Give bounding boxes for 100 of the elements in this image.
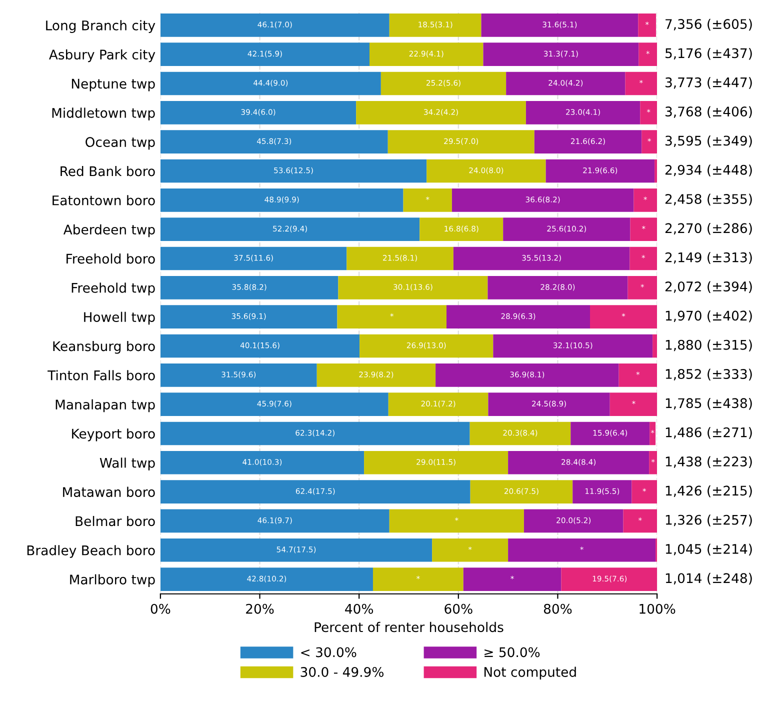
total-label: 1,486 (±271) bbox=[666, 427, 752, 439]
x-tick-label: 40% bbox=[345, 604, 374, 614]
total-label: 1,045 (±214) bbox=[666, 544, 752, 556]
y-tick-label: Ocean twp bbox=[86, 137, 155, 150]
bar bbox=[638, 42, 658, 66]
bar bbox=[446, 305, 590, 328]
bar bbox=[420, 218, 504, 241]
total-label: 1,438 (±223) bbox=[666, 456, 752, 468]
bar bbox=[638, 14, 656, 37]
bar bbox=[160, 14, 390, 37]
x-tick-label: 20% bbox=[246, 604, 274, 614]
bar bbox=[463, 568, 562, 591]
bar bbox=[160, 218, 420, 241]
bar bbox=[360, 334, 494, 358]
legend-label: ≥ 50.0% bbox=[484, 647, 540, 658]
bar bbox=[160, 72, 381, 96]
bar bbox=[338, 276, 488, 300]
total-label: 3,595 (±349) bbox=[665, 135, 752, 148]
bar bbox=[488, 392, 610, 416]
bar bbox=[160, 450, 364, 474]
bar bbox=[160, 480, 470, 504]
x-axis-title: Percent of renter households bbox=[314, 622, 504, 632]
y-tick-label: Matawan boro bbox=[63, 486, 155, 498]
bar bbox=[628, 276, 658, 300]
bar bbox=[160, 422, 470, 446]
total-label: 1,326 (±257) bbox=[666, 514, 752, 526]
bar bbox=[436, 363, 619, 387]
x-tick-label: 60% bbox=[444, 604, 472, 614]
bar bbox=[623, 509, 658, 533]
total-label: 3,773 (±447) bbox=[665, 77, 752, 89]
bar bbox=[432, 538, 508, 562]
total-label: 1,970 (±402) bbox=[666, 310, 752, 322]
bar bbox=[654, 159, 658, 183]
bar bbox=[488, 276, 628, 300]
bar bbox=[160, 101, 356, 124]
total-label: 1,426 (±215) bbox=[666, 485, 752, 498]
y-tick-label: Freehold twp bbox=[72, 282, 155, 296]
bar bbox=[160, 42, 370, 66]
total-label: 1,880 (±315) bbox=[666, 340, 752, 352]
bar bbox=[590, 305, 658, 328]
bar bbox=[453, 246, 630, 270]
bar bbox=[470, 480, 573, 504]
bar bbox=[372, 568, 464, 591]
y-tick-label: Marlboro twp bbox=[70, 574, 155, 588]
total-label: 2,072 (±394) bbox=[665, 281, 752, 294]
y-tick-label: Belmar boro bbox=[76, 516, 155, 526]
total-label: 1,014 (±248) bbox=[666, 572, 752, 585]
bar bbox=[160, 246, 347, 270]
bar bbox=[534, 130, 642, 154]
bar bbox=[634, 188, 658, 212]
legend-label: Not computed bbox=[484, 666, 576, 680]
bar bbox=[388, 130, 534, 154]
bar bbox=[649, 450, 658, 474]
bar bbox=[389, 509, 524, 533]
bar bbox=[503, 218, 630, 241]
y-tick-label: Aberdeen twp bbox=[63, 224, 155, 238]
y-tick-label: Howell twp bbox=[84, 312, 155, 325]
total-label: 2,934 (±448) bbox=[665, 164, 752, 176]
bar bbox=[572, 480, 632, 504]
bar bbox=[470, 422, 571, 446]
bar bbox=[160, 188, 404, 212]
bar bbox=[160, 509, 390, 533]
bar bbox=[160, 363, 317, 387]
bar bbox=[364, 450, 508, 474]
bar bbox=[160, 305, 338, 328]
bar bbox=[526, 101, 640, 124]
y-tick-label: Eatontown boro bbox=[52, 195, 155, 206]
bar bbox=[652, 334, 658, 358]
bar bbox=[508, 450, 650, 474]
bar bbox=[642, 130, 658, 154]
total-label: 3,768 (±406) bbox=[665, 106, 752, 118]
y-tick-label: Bradley Beach boro bbox=[27, 545, 155, 558]
bar bbox=[570, 422, 650, 446]
bar bbox=[481, 14, 638, 37]
y-tick-label: Tinton Falls boro bbox=[48, 370, 155, 380]
bar bbox=[370, 42, 484, 66]
total-label: 2,149 (±313) bbox=[665, 252, 752, 264]
total-label: 1,852 (±333) bbox=[666, 368, 752, 381]
y-tick-label: Wall twp bbox=[100, 458, 155, 470]
bar bbox=[630, 218, 658, 241]
bar bbox=[524, 509, 624, 533]
bar bbox=[160, 159, 427, 183]
total-label: 2,270 (±286) bbox=[665, 222, 752, 235]
bar bbox=[426, 159, 546, 183]
bar bbox=[508, 538, 656, 562]
bar bbox=[356, 101, 526, 124]
bar bbox=[160, 392, 388, 416]
bar bbox=[546, 159, 655, 183]
y-tick-label: Red Bank boro bbox=[60, 166, 155, 176]
bar bbox=[160, 538, 432, 562]
y-tick-label: Neptune twp bbox=[72, 78, 155, 92]
bar bbox=[632, 480, 658, 504]
bar bbox=[640, 101, 658, 124]
bar bbox=[389, 14, 482, 37]
total-label: 1,785 (±438) bbox=[666, 398, 752, 410]
y-tick-label: Asbury Park city bbox=[49, 49, 156, 62]
bar bbox=[346, 246, 454, 270]
y-tick-label: Long Branch city bbox=[46, 20, 156, 33]
x-tick-label: 80% bbox=[544, 604, 572, 614]
bar bbox=[506, 72, 626, 96]
